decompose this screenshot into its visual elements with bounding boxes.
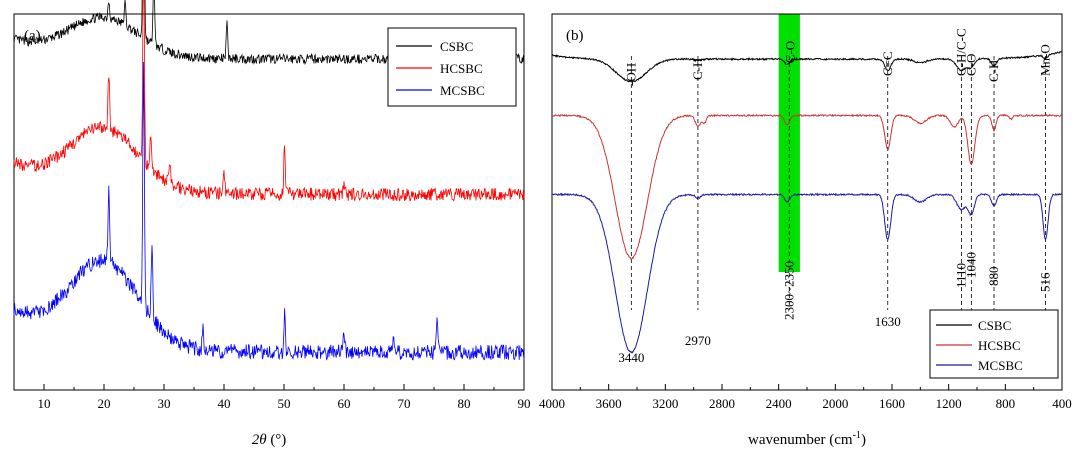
- ftir-legend-hcsbc: HCSBC: [978, 338, 1021, 353]
- xrd-x-ticks: 10 20 30 40 50 60 70 80 90: [13, 384, 531, 411]
- ftir-marker-label-c-c-1630: C=C: [880, 51, 895, 76]
- ftir-tick-label-3600: 3600: [596, 396, 622, 411]
- ftir-series-csbc: [551, 51, 1063, 83]
- ftir-x-axis-base: wavenumber (cm: [748, 432, 853, 448]
- ftir-x-axis-label: wavenumber (cm-1): [748, 430, 866, 448]
- ftir-panel: (b) 4000 3600 3200 2800 2400 2000 1600 1200 800 4…: [539, 13, 1072, 448]
- xrd-x-axis-unit: (°): [267, 432, 287, 448]
- xrd-series-hcsbc: [13, 0, 525, 202]
- ftir-legend-csbc: CSBC: [978, 318, 1011, 333]
- xrd-panel-label: (a): [24, 28, 41, 44]
- xrd-tick-label-30: 30: [158, 396, 171, 411]
- xrd-legend-csbc: CSBC: [440, 39, 473, 54]
- ftir-series-group: [551, 51, 1063, 354]
- ftir-tick-label-2800: 2800: [709, 396, 735, 411]
- ftir-x-axis-end: ): [861, 432, 866, 448]
- xrd-tick-label-70: 70: [398, 396, 411, 411]
- ftir-panel-label: (b): [566, 28, 584, 44]
- xrd-tick-label-90: 90: [518, 396, 531, 411]
- ftir-tick-label-1600: 1600: [879, 396, 905, 411]
- ftir-marker-label-c-h-c-c-1110: C-H/C-C: [953, 28, 968, 76]
- ftir-marker-value-516: 516: [1038, 272, 1053, 292]
- ftir-series-mcsbc: [551, 192, 1063, 354]
- xrd-tick-label-80: 80: [458, 396, 471, 411]
- ftir-marker-value-1110: 1110: [953, 263, 968, 288]
- xrd-legend-mcsbc: MCSBC: [440, 83, 485, 98]
- ftir-tick-label-1200: 1200: [936, 396, 962, 411]
- xrd-tick-label-50: 50: [278, 396, 291, 411]
- xrd-panel: (a) 10 20 30 40 50 60 70 80 90 CSBC HCSBC MCSBC …: [13, 0, 531, 448]
- ftir-marker-value-2300-2350: 2300~2350: [781, 261, 796, 320]
- ftir-legend: CSBC HCSBC MCSBC: [929, 309, 1059, 379]
- ftir-band-label: C-O: [782, 41, 797, 63]
- ftir-tick-label-2000: 2000: [822, 396, 848, 411]
- xrd-x-axis-symbol: 2θ: [252, 432, 268, 448]
- ftir-marker-label-c-h-880: C-H: [986, 60, 1001, 82]
- ftir-marker-value-3440: 3440: [618, 350, 644, 365]
- ftir-x-ticks: 4000 3600 3200 2800 2400 2000 1600 1200 800 400: [539, 384, 1072, 411]
- xrd-plot-frame: [13, 13, 525, 391]
- xrd-legend-box: [387, 27, 517, 107]
- ftir-tick-label-400: 400: [1052, 396, 1072, 411]
- ftir-marker-value-1630: 1630: [875, 314, 901, 329]
- xrd-tick-label-10: 10: [38, 396, 51, 411]
- ftir-peak-markers: -OH 3440 C-H 2970 2300~2350 C=C 1630 C-H/C-C 111…: [618, 28, 1052, 365]
- xrd-tick-label-60: 60: [338, 396, 351, 411]
- ftir-legend-box: [929, 309, 1059, 379]
- ftir-series-hcsbc: [551, 113, 1062, 260]
- xrd-legend: CSBC HCSBC MCSBC: [387, 27, 517, 107]
- ftir-tick-label-800: 800: [996, 396, 1016, 411]
- ftir-tick-label-2400: 2400: [766, 396, 792, 411]
- ftir-tick-label-4000: 4000: [539, 396, 565, 411]
- xrd-legend-hcsbc: HCSBC: [440, 61, 483, 76]
- ftir-x-axis-sup: -1: [853, 430, 861, 441]
- ftir-marker-value-880: 880: [986, 267, 1001, 287]
- xrd-x-axis-label: 2θ (°): [252, 432, 287, 448]
- ftir-marker-value-1040: 1040: [963, 252, 978, 278]
- ftir-marker-label-c-h-2970: C-H: [690, 58, 705, 80]
- ftir-legend-mcsbc: MCSBC: [978, 358, 1023, 373]
- xrd-tick-label-40: 40: [218, 396, 231, 411]
- ftir-marker-label-oh-3440: -OH: [623, 63, 638, 86]
- ftir-marker-value-2970: 2970: [685, 333, 711, 348]
- ftir-marker-label-c-o-1040: C-O: [963, 54, 978, 76]
- ftir-tick-label-3200: 3200: [652, 396, 678, 411]
- xrd-tick-label-20: 20: [98, 396, 111, 411]
- ftir-marker-label-mn-o-516: Mn-O: [1038, 44, 1053, 76]
- xrd-series-mcsbc: [13, 61, 525, 361]
